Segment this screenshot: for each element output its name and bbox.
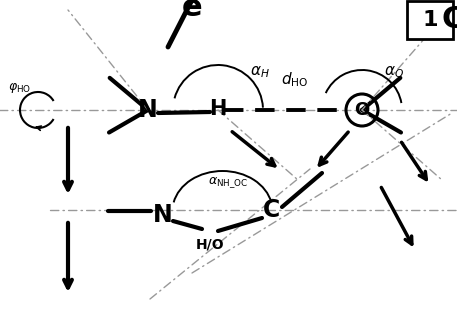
- Text: $\alpha_{\mathrm{NH\_OC}}$: $\alpha_{\mathrm{NH\_OC}}$: [207, 176, 247, 190]
- Text: $\mathbf{e}$: $\mathbf{e}$: [181, 0, 202, 21]
- Text: $\alpha_H$: $\alpha_H$: [250, 64, 270, 80]
- Text: $\varphi_{\mathrm{HO}}$: $\varphi_{\mathrm{HO}}$: [8, 81, 31, 95]
- Text: 1: 1: [422, 10, 438, 30]
- Text: N: N: [138, 98, 158, 122]
- Text: C: C: [442, 5, 457, 35]
- Text: $\alpha_O$: $\alpha_O$: [384, 64, 404, 80]
- Text: N: N: [153, 203, 173, 227]
- Text: H/O: H/O: [196, 237, 224, 251]
- Text: C: C: [263, 198, 281, 222]
- Text: H: H: [209, 99, 227, 119]
- Text: O: O: [354, 101, 370, 119]
- Text: $d_{\mathrm{HO}}$: $d_{\mathrm{HO}}$: [281, 71, 309, 89]
- FancyBboxPatch shape: [407, 1, 453, 39]
